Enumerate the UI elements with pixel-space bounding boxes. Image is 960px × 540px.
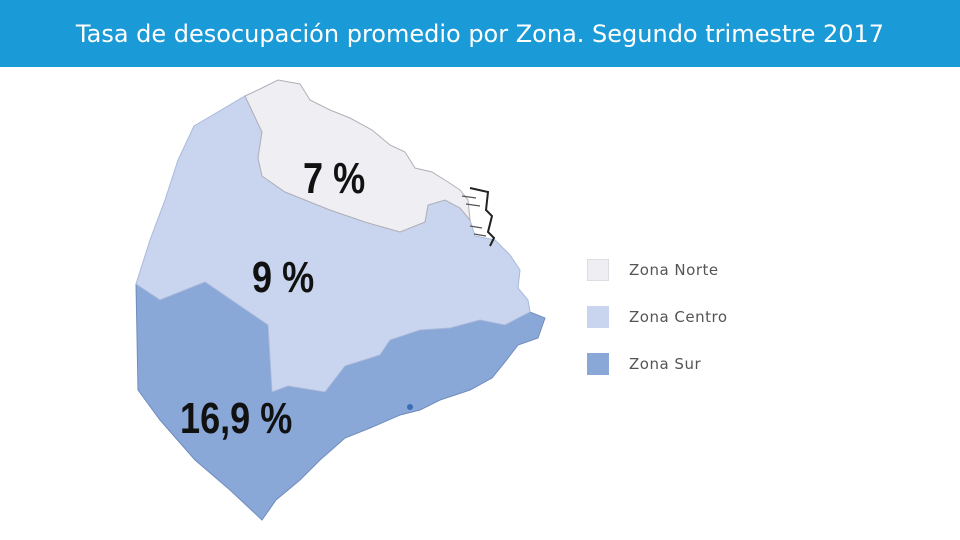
zona-centro-value: 9 % (252, 253, 315, 302)
legend-label-sur: Zona Sur (629, 354, 702, 373)
legend-item-centro: Zona Centro (587, 293, 728, 340)
legend-swatch-norte (587, 258, 609, 281)
zona-sur-value: 16,9 % (180, 394, 293, 443)
map-title: Tasa de desocupación promedio por Zona. … (75, 19, 885, 48)
riachuelo-mark (407, 404, 413, 410)
legend-item-sur: Zona Sur (587, 340, 728, 387)
map-area: 7 % 9 % 16,9 % Zona Norte Zona Centro Zo… (0, 67, 960, 540)
title-banner: Tasa de desocupación promedio por Zona. … (0, 0, 960, 67)
legend-swatch-centro (587, 305, 609, 328)
zone-norte-region (244, 79, 471, 233)
zone-map (135, 79, 546, 521)
legend-swatch-sur (587, 352, 609, 375)
port-outline (469, 187, 496, 247)
map-legend: Zona Norte Zona Centro Zona Sur (587, 246, 728, 387)
port-detail (461, 195, 487, 237)
legend-item-norte: Zona Norte (587, 246, 728, 293)
legend-label-norte: Zona Norte (629, 260, 719, 279)
zona-norte-value: 7 % (303, 154, 366, 203)
legend-label-centro: Zona Centro (629, 307, 728, 326)
